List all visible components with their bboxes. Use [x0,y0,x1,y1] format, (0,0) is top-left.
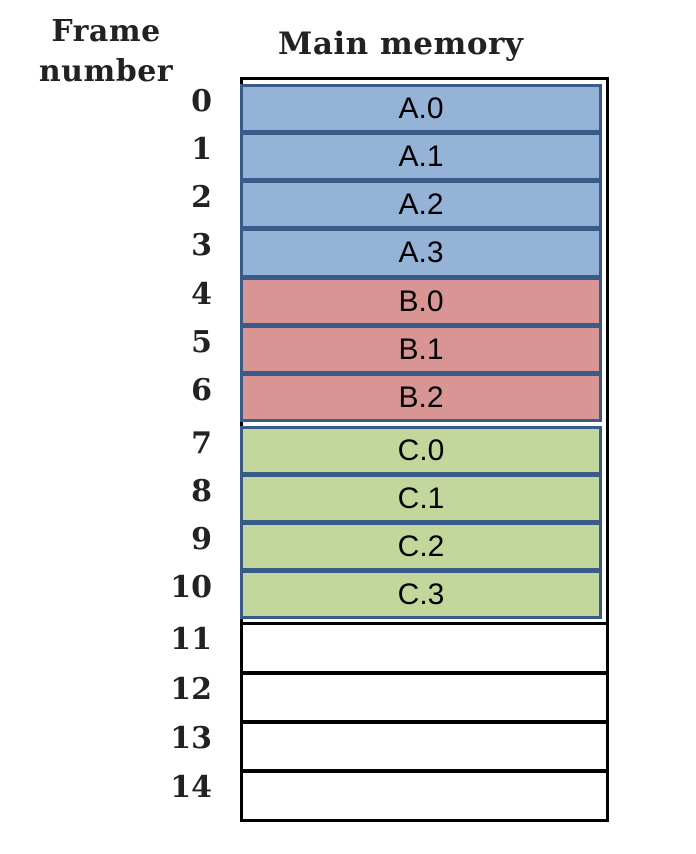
frame-number-14: 14 [170,770,212,805]
memory-frame-0-page-a-0: A.0 [240,84,602,133]
memory-frame-14-empty [240,770,609,822]
frame-number-0: 0 [191,84,212,119]
frame-number-8: 8 [191,474,212,509]
frame-number-header-line2: number [38,54,174,89]
memory-frame-4-page-b-0: B.0 [240,277,602,326]
frame-number-2: 2 [191,180,212,215]
memory-frame-3-page-a-3: A.3 [240,228,602,278]
frame-number-header-line1: Frame [51,14,161,49]
memory-frame-5-page-b-1: B.1 [240,325,602,374]
frame-number-5: 5 [191,325,212,360]
frame-number-1: 1 [191,132,212,167]
memory-frame-12-empty [240,672,609,723]
main-memory-header: Main memory [278,26,524,62]
frame-number-10: 10 [170,570,212,605]
memory-frame-2-page-a-2: A.2 [240,180,602,229]
frame-number-12: 12 [170,672,212,707]
memory-frame-11-empty [240,622,609,674]
memory-frame-10-page-c-3: C.3 [240,570,602,619]
memory-frame-13-empty [240,721,609,772]
frame-number-3: 3 [191,228,212,263]
memory-frame-8-page-c-1: C.1 [240,474,602,523]
memory-frame-7-page-c-0: C.0 [240,426,602,475]
frame-number-6: 6 [191,373,212,408]
frame-number-header: Frame number [22,12,190,92]
frame-number-9: 9 [191,522,212,557]
memory-frame-6-page-b-2: B.2 [240,373,602,422]
frame-number-4: 4 [191,277,212,312]
memory-frame-1-page-a-1: A.1 [240,132,602,181]
frame-number-7: 7 [191,426,212,461]
frame-number-13: 13 [170,721,212,756]
frame-number-11: 11 [170,622,212,657]
memory-frame-9-page-c-2: C.2 [240,522,602,571]
